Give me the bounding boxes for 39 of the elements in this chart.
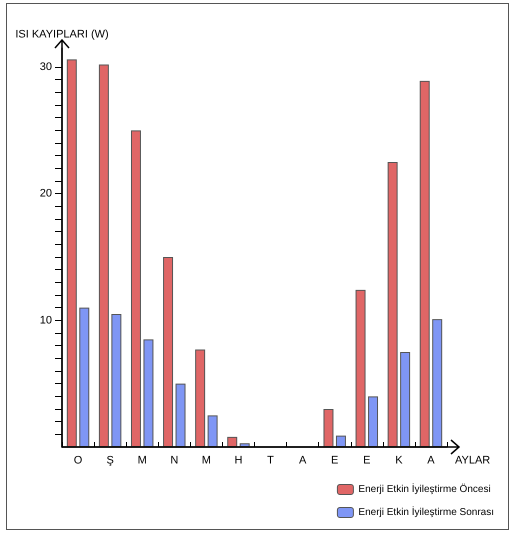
bar [111,314,122,447]
bar [143,339,154,447]
bar [66,59,77,447]
x-tick-label: K [395,454,404,466]
bar [400,352,410,447]
bar [130,130,141,447]
x-tick-label: A [298,454,307,466]
bar [195,349,206,447]
x-tick-label: O [74,454,83,466]
bar [336,436,346,447]
legend-label: Enerji Etkin İyileştirme Öncesi [358,483,491,495]
y-tick-label: 20 [40,188,52,200]
x-tick-label: E [363,454,370,466]
bar [98,64,109,447]
x-tick-label: E [331,454,338,466]
x-tick-label: N [170,454,178,466]
x-tick-label: T [267,454,274,466]
bar [176,384,186,447]
x-tick-label: Ş [106,454,114,466]
x-tick-label: A [427,454,436,466]
bar [432,319,442,447]
bar [240,443,250,447]
bar [227,436,238,447]
bar [356,290,366,447]
y-axis-title: ISI KAYIPLARI (W) [15,28,109,40]
bar [420,80,430,447]
y-tick-label: 30 [40,61,52,73]
bar [388,162,398,447]
x-tick-label: H [234,454,242,466]
legend-label: Enerji Etkin İyileştirme Sonrası [358,506,494,518]
bar [323,409,334,447]
x-axis-title: AYLAR [455,454,490,466]
bar [163,257,174,447]
y-tick-label: 10 [40,314,52,326]
bar [208,415,218,447]
x-tick-label: M [202,454,211,466]
bar [368,396,378,447]
x-tick-label: M [138,454,147,466]
bar [79,308,90,447]
